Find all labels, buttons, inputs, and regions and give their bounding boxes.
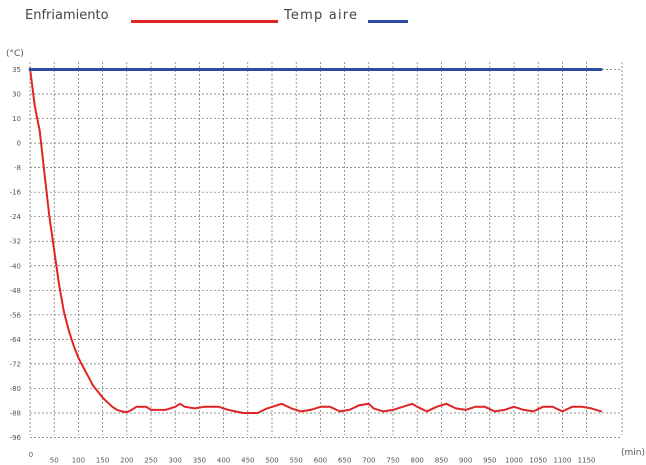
y-tick-label: -40 bbox=[10, 262, 21, 270]
x-tick-label: 250 bbox=[144, 457, 157, 465]
y-tick-label: 0 bbox=[17, 140, 21, 148]
y-tick-label: -16 bbox=[10, 189, 22, 197]
x-tick-label: 100 bbox=[72, 457, 85, 465]
x-tick-label: 1100 bbox=[553, 457, 571, 465]
legend-label-temp-aire: Temp aire bbox=[284, 8, 359, 23]
y-tick-label: -72 bbox=[10, 360, 21, 368]
x-tick-label: 750 bbox=[386, 457, 399, 465]
y-tick-label: -80 bbox=[10, 385, 21, 393]
y-tick-label: 10 bbox=[12, 115, 21, 123]
y-tick-label: -8 bbox=[14, 164, 21, 172]
legend-swatch-temp-aire bbox=[368, 20, 408, 23]
y-axis-unit: (°C) bbox=[6, 49, 24, 59]
x-tick-label: 1150 bbox=[578, 457, 596, 465]
y-tick-label: 30 bbox=[12, 91, 21, 99]
y-tick-label: -64 bbox=[10, 336, 22, 344]
x-tick-label: 500 bbox=[265, 457, 278, 465]
x-tick-label: 800 bbox=[411, 457, 424, 465]
y-tick-label: -88 bbox=[10, 409, 21, 417]
x-tick-label: 600 bbox=[314, 457, 327, 465]
x-tick-label: 1050 bbox=[529, 457, 547, 465]
x-axis-ticks: 0 50 100 150 200 250 300 350 400 450 500 550 600 650 7… bbox=[29, 451, 596, 465]
x-tick-label: 300 bbox=[169, 457, 182, 465]
x-tick-label: 350 bbox=[193, 457, 206, 465]
y-axis-ticks: 35 30 10 0 -8 -16 -24 -32 -40 -48 -56 -64 -72 -80 -88 -… bbox=[10, 66, 22, 442]
y-tick-label: -32 bbox=[10, 238, 21, 246]
y-tick-label: 35 bbox=[12, 66, 21, 74]
x-tick-label: 200 bbox=[120, 457, 133, 465]
legend-swatch-enfriamiento bbox=[131, 20, 278, 23]
x-tick-label: 400 bbox=[217, 457, 230, 465]
y-tick-label: -96 bbox=[10, 434, 22, 442]
y-tick-label: -24 bbox=[10, 213, 22, 221]
x-tick-label: 50 bbox=[50, 457, 59, 465]
x-tick-label: 650 bbox=[338, 457, 351, 465]
x-tick-label: 850 bbox=[435, 457, 448, 465]
grid bbox=[29, 62, 623, 438]
x-tick-label: 900 bbox=[459, 457, 472, 465]
x-tick-label: 0 bbox=[29, 451, 33, 459]
x-tick-label: 950 bbox=[483, 457, 496, 465]
x-tick-label: 700 bbox=[362, 457, 375, 465]
x-axis-unit: (min) bbox=[621, 448, 645, 458]
series-layer bbox=[28, 67, 603, 414]
series-line-enfriamiento bbox=[29, 67, 603, 414]
x-tick-label: 550 bbox=[290, 457, 303, 465]
legend-label-enfriamiento: Enfriamiento bbox=[25, 8, 109, 23]
x-tick-label: 1000 bbox=[505, 457, 523, 465]
x-tick-label: 150 bbox=[96, 457, 109, 465]
legend: Enfriamiento Temp aire bbox=[0, 0, 646, 40]
y-tick-label: -56 bbox=[10, 311, 22, 319]
x-tick-label: 450 bbox=[241, 457, 254, 465]
y-tick-label: -48 bbox=[10, 287, 21, 295]
